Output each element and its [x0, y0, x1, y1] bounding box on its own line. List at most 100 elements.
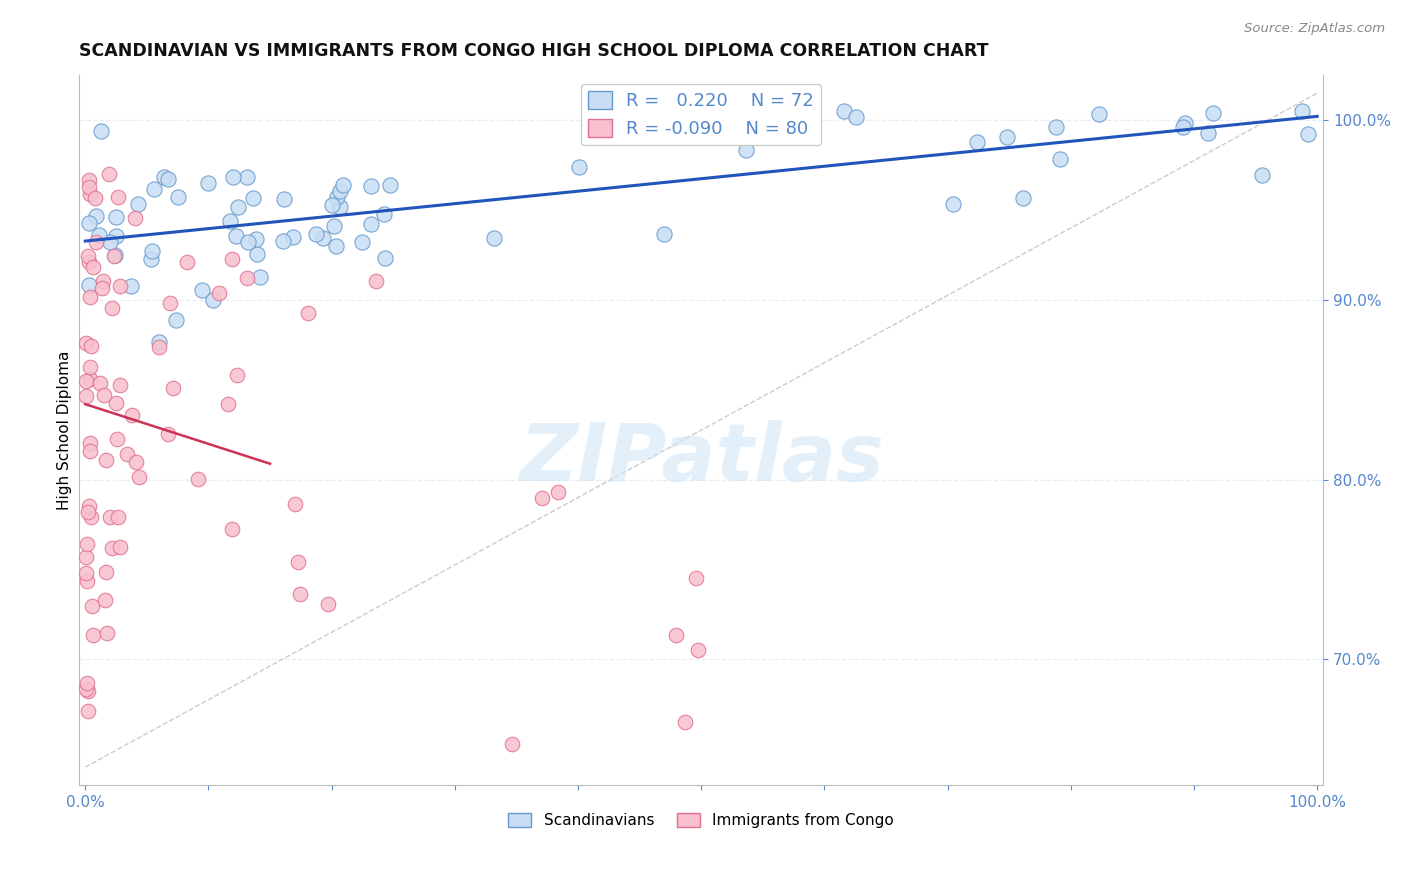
- Point: [108, 377, 131, 392]
- Point: [360, 217, 382, 231]
- Point: [380, 178, 402, 192]
- Point: [547, 484, 569, 499]
- Point: [197, 177, 219, 191]
- Point: [159, 296, 181, 310]
- Point: [79, 444, 101, 458]
- Point: [236, 235, 259, 250]
- Point: [103, 249, 125, 263]
- Point: [245, 246, 267, 260]
- Point: [105, 432, 128, 446]
- Point: [82, 627, 104, 641]
- Point: [90, 281, 112, 295]
- Point: [77, 683, 100, 698]
- Point: [297, 306, 319, 320]
- Point: [75, 374, 97, 388]
- Point: [105, 228, 128, 243]
- Point: [364, 274, 387, 288]
- Point: [77, 499, 100, 513]
- Point: [89, 376, 111, 390]
- Point: [79, 180, 101, 194]
- Point: [115, 447, 138, 461]
- Text: ZIPatlas: ZIPatlas: [519, 419, 884, 498]
- Point: [326, 190, 349, 204]
- Point: [290, 587, 312, 601]
- Point: [235, 271, 257, 285]
- Point: [236, 169, 259, 184]
- Point: [794, 105, 817, 120]
- Point: [77, 255, 100, 269]
- Point: [665, 628, 688, 642]
- Legend: Scandinavians, Immigrants from Congo: Scandinavians, Immigrants from Congo: [502, 806, 900, 834]
- Point: [273, 192, 295, 206]
- Point: [226, 368, 249, 382]
- Point: [84, 209, 107, 223]
- Point: [652, 227, 675, 241]
- Point: [90, 124, 112, 138]
- Point: [79, 371, 101, 385]
- Point: [373, 207, 395, 221]
- Point: [271, 235, 294, 249]
- Point: [141, 244, 163, 258]
- Point: [249, 269, 271, 284]
- Point: [208, 285, 231, 300]
- Point: [124, 211, 146, 226]
- Point: [688, 642, 710, 657]
- Point: [281, 230, 304, 244]
- Point: [79, 436, 101, 450]
- Point: [311, 231, 333, 245]
- Point: [360, 178, 382, 193]
- Point: [501, 737, 523, 751]
- Point: [77, 173, 100, 187]
- Point: [91, 275, 114, 289]
- Point: [568, 160, 591, 174]
- Point: [221, 522, 243, 536]
- Point: [156, 172, 179, 186]
- Point: [531, 491, 554, 506]
- Point: [96, 625, 118, 640]
- Point: [84, 235, 107, 249]
- Point: [77, 278, 100, 293]
- Point: [75, 389, 97, 403]
- Point: [76, 675, 98, 690]
- Point: [304, 227, 326, 241]
- Point: [1171, 120, 1194, 134]
- Point: [323, 219, 346, 234]
- Point: [374, 252, 396, 266]
- Point: [242, 191, 264, 205]
- Point: [94, 453, 117, 467]
- Point: [77, 505, 100, 519]
- Point: [94, 565, 117, 579]
- Point: [107, 510, 129, 524]
- Point: [157, 426, 180, 441]
- Point: [128, 470, 150, 484]
- Point: [1298, 128, 1320, 142]
- Point: [77, 249, 100, 263]
- Point: [108, 279, 131, 293]
- Point: [1291, 104, 1313, 119]
- Point: [222, 169, 245, 184]
- Point: [80, 510, 103, 524]
- Point: [79, 359, 101, 374]
- Point: [735, 143, 758, 157]
- Point: [94, 593, 117, 607]
- Point: [1012, 190, 1035, 204]
- Y-axis label: High School Diploma: High School Diploma: [58, 351, 72, 510]
- Point: [187, 472, 209, 486]
- Point: [80, 599, 103, 613]
- Point: [218, 213, 240, 227]
- Point: [1202, 105, 1225, 120]
- Point: [101, 301, 124, 316]
- Point: [845, 110, 868, 124]
- Point: [225, 229, 247, 244]
- Point: [1049, 152, 1071, 166]
- Point: [329, 200, 352, 214]
- Point: [1174, 116, 1197, 130]
- Point: [104, 248, 127, 262]
- Point: [97, 167, 120, 181]
- Point: [191, 283, 214, 297]
- Point: [166, 190, 188, 204]
- Point: [98, 235, 121, 250]
- Point: [75, 336, 97, 351]
- Point: [226, 200, 249, 214]
- Point: [1251, 168, 1274, 182]
